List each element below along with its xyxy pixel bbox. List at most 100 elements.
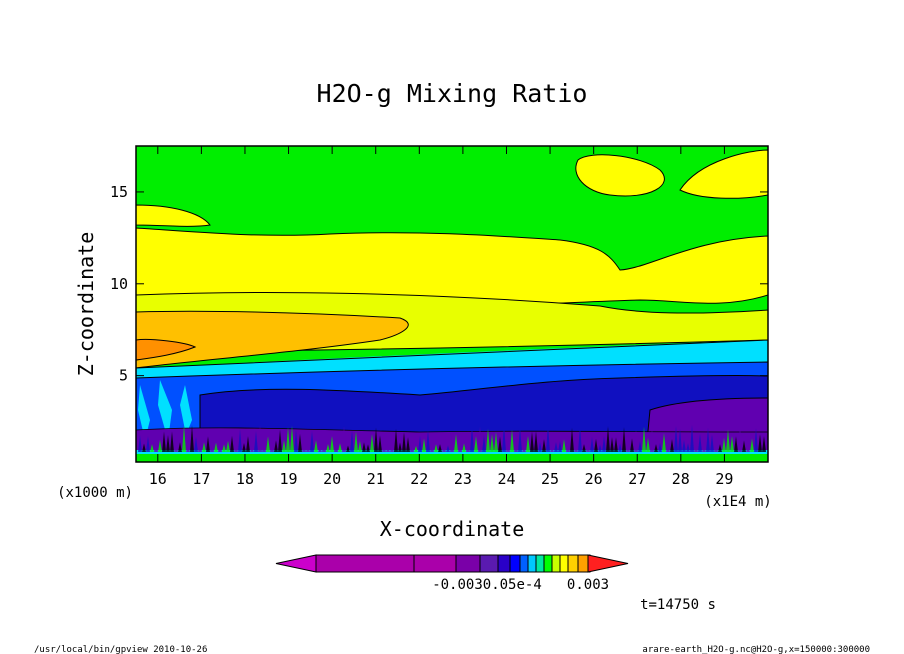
spike [302,438,306,452]
spike [718,444,722,452]
colorbar-segment-6 [519,554,529,573]
colorbar-segment-2 [455,554,481,573]
spike [254,431,258,452]
spike [722,437,726,452]
spike [246,436,250,452]
spike [538,441,542,452]
spike [710,434,714,452]
colorbar-segment-7 [527,554,537,573]
spike [382,439,386,452]
spike [498,436,502,452]
spike [318,445,322,452]
spike [590,437,594,452]
spike [226,440,230,452]
spike [186,443,190,452]
spike [486,428,490,452]
spike [546,424,550,452]
spike [726,429,730,452]
spike [478,426,482,452]
spike [138,435,142,452]
x-tick-label-21: 21 [367,470,385,488]
spike [626,434,630,452]
time-annotation: t=14750 s [640,597,716,613]
colorbar-segment-5 [509,554,521,573]
spike [746,444,750,452]
spike [702,443,706,452]
spike [374,427,378,452]
streak-cyan-2 [158,380,172,440]
spike [686,443,690,452]
spike [714,432,718,452]
x-tick-label-24: 24 [497,470,515,488]
colorbar-segment-11 [559,554,569,573]
spike [666,439,670,452]
spike [610,437,614,452]
spike [322,433,326,452]
x-tick-label-29: 29 [715,470,733,488]
spike [730,436,734,452]
spike [194,436,198,452]
spike [342,426,346,452]
colorbar-segment-4 [497,554,511,573]
spike [178,442,182,452]
surface-spikes [138,424,766,452]
spike [502,424,506,452]
y-unit-label: (x1000 m) [57,485,133,501]
x-tick-label-20: 20 [323,470,341,488]
spike [458,434,462,452]
spike [222,444,226,452]
spike [418,436,422,452]
spike [518,426,522,452]
y-tick-label-15: 15 [110,183,128,201]
colorbar-segment-10 [551,554,561,573]
spike [378,435,382,452]
x-unit-label: (x1E4 m) [704,494,771,510]
footer-right: arare-earth_H2O-g.nc@H2O-g,x=150000:3000… [642,645,870,654]
layer-yellow-patch-1 [575,154,665,197]
spike [162,431,166,452]
spike [326,444,330,452]
spike [274,440,278,452]
y-axis-title: Z-coordinate [74,232,98,377]
spike [526,435,530,452]
spike [214,442,218,452]
colorbar-arrow-left [275,554,317,573]
spike [346,445,350,452]
spike [282,440,286,452]
spike [462,443,466,452]
spike [398,442,402,452]
x-axis-title: X-coordinate [380,517,525,541]
spike [734,436,738,452]
colorbar-label-end: 0.003 [567,577,609,593]
x-tick-label-18: 18 [236,470,254,488]
spike [698,433,702,452]
spike [278,429,282,452]
spike [670,438,674,452]
spike [454,434,458,452]
x-tick-label-23: 23 [454,470,472,488]
spike [622,427,626,452]
layer-surface-green [136,452,768,462]
spike [450,436,454,452]
spike [762,435,766,452]
x-tick-label-25: 25 [541,470,559,488]
colorbar-segment-8 [535,554,545,573]
x-tick-label-17: 17 [192,470,210,488]
spike [290,425,294,452]
spike [298,433,302,452]
spike [170,431,174,452]
streak-cyan-1 [138,385,150,440]
spike [386,444,390,452]
x-axis: 16 17 18 19 20 21 22 23 24 25 26 27 28 29 [149,146,733,488]
streak-cyan-3 [180,385,192,435]
spike [482,435,486,452]
spike [442,441,446,452]
spike [174,433,178,452]
spike [614,437,618,452]
spike [494,432,498,452]
spike [470,426,474,452]
contour-field [136,146,768,462]
layer-yellow-patch-3 [136,204,211,227]
spike [390,440,394,452]
spike [754,428,758,452]
